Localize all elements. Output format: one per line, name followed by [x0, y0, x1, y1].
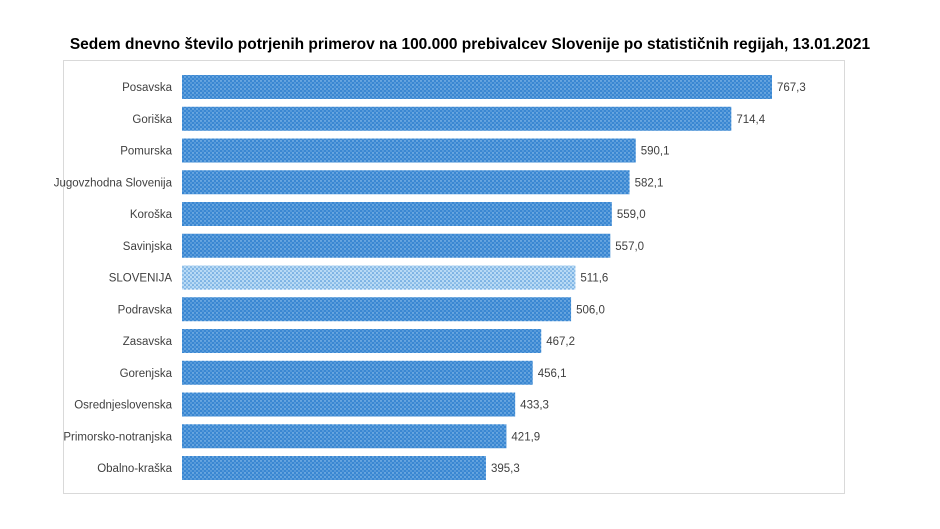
data-label: 433,3 — [520, 400, 549, 412]
bar-pomurska — [182, 138, 636, 163]
bar-koroška — [182, 202, 612, 226]
category-label: Jugovzhodna Slovenija — [54, 177, 173, 189]
data-label: 511,6 — [580, 273, 608, 285]
data-label: 421,9 — [511, 431, 540, 443]
data-label: 395,3 — [491, 463, 520, 475]
category-label: Zasavska — [123, 336, 173, 348]
category-label: Pomurska — [120, 146, 172, 158]
data-label: 590,1 — [641, 146, 670, 158]
bar-jugovzhodna-slovenija — [182, 170, 630, 195]
category-label: Koroška — [130, 209, 173, 221]
category-label: Primorsko-notranjska — [63, 431, 172, 443]
bar-primorsko-notranjska — [182, 424, 507, 449]
bar-slovenija — [182, 265, 576, 290]
data-label: 506,0 — [576, 304, 605, 316]
chart-frame — [63, 60, 845, 494]
data-label: 456,1 — [538, 368, 567, 380]
category-label: Savinjska — [123, 241, 173, 253]
category-label: Posavska — [122, 82, 172, 94]
category-label: Obalno-kraška — [97, 463, 172, 475]
category-label: SLOVENIJA — [109, 273, 173, 285]
bar-osrednjeslovenska — [182, 392, 516, 417]
category-label: Podravska — [118, 304, 173, 316]
bar-savinjska — [182, 233, 611, 258]
data-label: 559,0 — [617, 209, 646, 221]
data-label: 467,2 — [546, 336, 575, 348]
bar-obalno-kraška — [182, 456, 486, 480]
data-label: 714,4 — [736, 114, 765, 126]
category-label: Gorenjska — [120, 368, 173, 380]
chart-title: Sedem dnevno število potrjenih primerov … — [69, 36, 871, 53]
category-label: Goriška — [132, 114, 172, 126]
bar-goriška — [182, 106, 732, 131]
bar-posavska — [182, 75, 772, 99]
bar-gorenjska — [182, 360, 533, 385]
bar-zasavska — [182, 329, 542, 353]
bar-podravska — [182, 297, 572, 322]
data-label: 557,0 — [615, 241, 644, 253]
category-label: Osrednjeslovenska — [74, 400, 172, 412]
data-label: 582,1 — [635, 177, 664, 189]
data-label: 767,3 — [777, 82, 806, 94]
